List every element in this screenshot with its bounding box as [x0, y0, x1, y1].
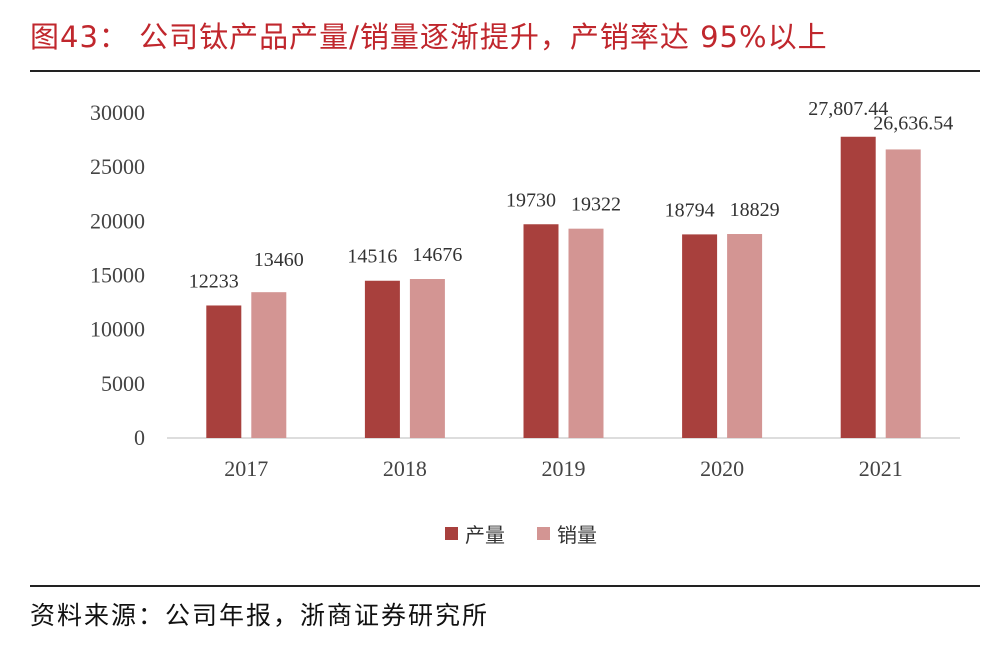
y-tick-label: 10000 [90, 317, 145, 342]
x-tick-label: 2017 [224, 456, 268, 481]
x-tick-label: 2020 [700, 456, 744, 481]
legend-swatch [537, 527, 550, 540]
y-tick-label: 30000 [90, 100, 145, 125]
data-label: 26,636.54 [873, 112, 953, 134]
y-tick-label: 15000 [90, 263, 145, 288]
bar-销量-2021 [885, 149, 921, 438]
data-label: 18794 [665, 199, 715, 221]
bar-销量-2020 [727, 234, 763, 438]
figure-title: 图43： 公司钛产品产量/销量逐渐提升，产销率达 95%以上 [30, 20, 828, 54]
data-label: 27,807.44 [808, 98, 888, 120]
bar-产量-2020 [682, 234, 718, 438]
bar-产量-2018 [364, 280, 400, 438]
data-label: 19322 [571, 194, 621, 216]
bar-产量-2017 [206, 305, 242, 438]
bar-产量-2019 [523, 224, 559, 438]
y-tick-label: 20000 [90, 208, 145, 233]
x-tick-label: 2021 [859, 456, 903, 481]
legend-swatch [445, 527, 458, 540]
data-label: 14516 [347, 246, 397, 268]
data-label: 19730 [506, 189, 556, 211]
y-tick-label: 25000 [90, 154, 145, 179]
x-tick-label: 2018 [383, 456, 427, 481]
x-tick-label: 2019 [542, 456, 586, 481]
bar-销量-2017 [251, 292, 287, 438]
data-label: 12233 [189, 270, 239, 292]
bar-销量-2018 [409, 279, 445, 438]
bar-产量-2021 [840, 136, 876, 438]
data-label: 18829 [730, 199, 780, 221]
bottom-rule [30, 585, 980, 587]
data-label: 14676 [412, 244, 462, 266]
data-label: 13460 [254, 249, 304, 271]
source-note: 资料来源：公司年报，浙商证券研究所 [30, 601, 490, 630]
y-tick-label: 0 [134, 425, 145, 450]
y-tick-label: 5000 [101, 371, 145, 396]
legend-label: 产量 [465, 523, 505, 547]
legend-label: 销量 [557, 523, 597, 547]
bar-销量-2019 [568, 228, 604, 438]
top-rule [30, 70, 980, 72]
